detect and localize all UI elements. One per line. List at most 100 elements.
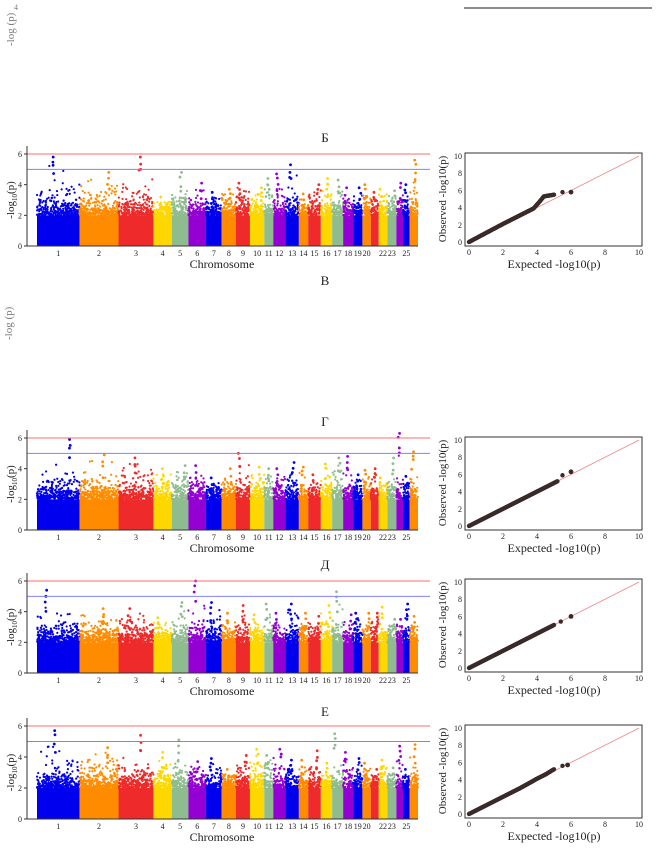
snp-peak-point [363, 183, 367, 187]
snp-point [241, 199, 245, 202]
snp-point [154, 209, 158, 212]
snp-point [263, 494, 266, 497]
snp-point [324, 194, 327, 197]
snp-point [194, 494, 198, 497]
snp-peak-point [336, 178, 340, 182]
snp-point [82, 486, 86, 489]
snp-point [238, 472, 241, 475]
snp-point [73, 478, 76, 481]
snp-point [189, 496, 192, 499]
snp-point [247, 464, 250, 467]
snp-peak-point [209, 476, 213, 480]
snp-point [65, 490, 69, 493]
snp-point [406, 199, 409, 202]
snp-peak-point [414, 171, 417, 175]
snp-point [142, 208, 145, 211]
snp-point [131, 195, 134, 198]
snp-peak-point [158, 202, 162, 206]
snp-point [170, 193, 174, 197]
snp-point [110, 184, 113, 188]
snp-point [214, 205, 217, 208]
snp-point [194, 203, 197, 206]
snp-point [87, 200, 90, 203]
snp-peak-point [68, 446, 71, 450]
snp-point [257, 494, 260, 497]
snp-point [177, 205, 180, 208]
snp-point [197, 212, 200, 215]
snp-point [94, 201, 97, 204]
snp-point [415, 191, 419, 194]
snp-point [131, 208, 134, 211]
snp-peak-point [372, 195, 376, 199]
snp-point [206, 206, 209, 209]
snp-point [169, 473, 172, 476]
snp-peak-point [179, 189, 183, 193]
snp-point [247, 490, 251, 493]
snp-peak-point [257, 472, 261, 476]
snp-point [265, 191, 268, 194]
snp-point [128, 214, 131, 217]
snp-peak-point [404, 191, 408, 195]
snp-peak-point [52, 172, 56, 175]
chromosome-6 [187, 181, 208, 246]
snp-peak-point [413, 178, 417, 181]
snp-point [192, 207, 195, 210]
snp-point [188, 209, 191, 212]
snp-point [51, 204, 55, 207]
snp-point [190, 206, 193, 209]
chromosome-10 [248, 465, 266, 530]
snp-point [113, 209, 116, 213]
snp-point [387, 210, 390, 213]
snp-point [338, 205, 341, 208]
snp-point [107, 479, 110, 483]
snp-point [35, 193, 39, 197]
chromosome-11 [263, 177, 275, 246]
snp-point [45, 470, 48, 473]
snp-peak-point [228, 467, 232, 471]
snp-point [296, 201, 299, 204]
chromosome-tick-label: 18 [344, 249, 352, 258]
snp-point [356, 205, 359, 208]
snp-point [234, 201, 238, 204]
snp-point [235, 497, 238, 501]
snp-point [318, 202, 321, 205]
snp-point [404, 213, 407, 217]
snp-point [90, 212, 93, 215]
snp-point [81, 205, 84, 208]
snp-point [346, 198, 349, 202]
snp-point [85, 493, 88, 497]
snp-point [365, 200, 368, 204]
snp-peak-point [51, 155, 55, 159]
snp-point [414, 213, 417, 216]
chromosome-tick-label: 11 [265, 249, 273, 258]
snp-point [104, 490, 107, 493]
snp-point [269, 482, 272, 485]
snp-point [182, 214, 186, 217]
snp-point [193, 212, 196, 215]
snp-point [138, 207, 141, 210]
snp-point [113, 487, 116, 490]
snp-point [269, 487, 272, 490]
snp-point [95, 487, 99, 490]
y-tick-label: 0 [18, 242, 22, 251]
snp-point [108, 497, 112, 500]
snp-peak-point [267, 467, 271, 471]
chromosome-14 [297, 192, 310, 246]
snp-point [148, 211, 152, 214]
snp-point [178, 214, 181, 217]
snp-point [111, 204, 115, 207]
snp-point [91, 485, 95, 488]
snp-point [39, 496, 43, 499]
snp-point [130, 212, 133, 216]
snp-peak-point [138, 155, 142, 159]
snp-point [50, 489, 53, 492]
snp-point [409, 205, 413, 208]
snp-point [285, 200, 289, 203]
snp-point [114, 200, 117, 203]
snp-point [388, 208, 391, 211]
snp-point [67, 496, 71, 500]
snp-point [200, 494, 204, 497]
snp-peak-point [102, 453, 106, 457]
snp-point [68, 202, 71, 205]
snp-point [151, 211, 155, 214]
